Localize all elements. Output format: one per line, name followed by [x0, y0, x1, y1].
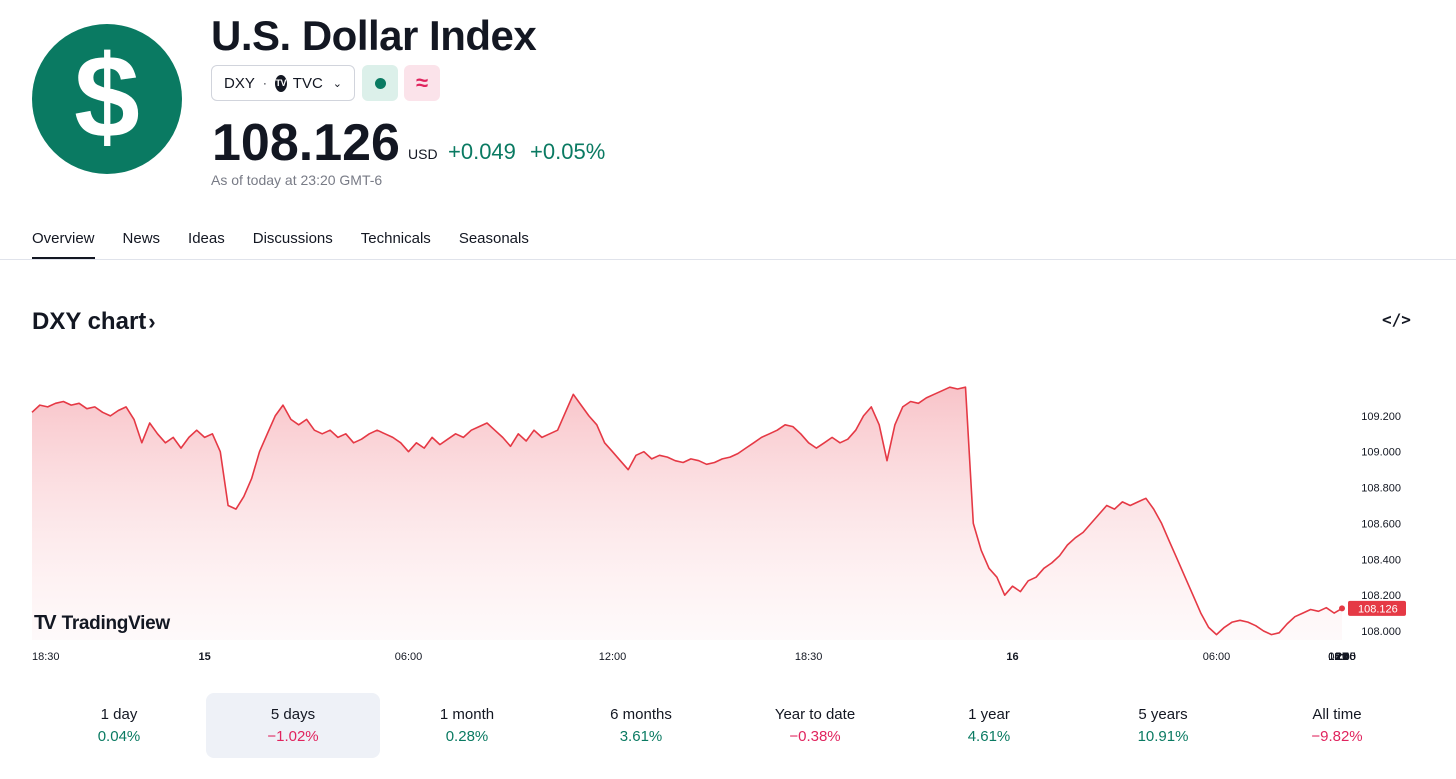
- period-label: 1 day: [100, 706, 138, 723]
- price-chart[interactable]: 109.200 109.000 108.800 108.600 108.400 108.2…: [0, 350, 1456, 670]
- y-axis: 109.200 109.000 108.800 108.600 108.400 108.2…: [1361, 411, 1401, 638]
- approx-icon: ≈: [415, 70, 429, 95]
- x-tick-label: 18:30: [32, 651, 60, 663]
- period-value: 4.61%: [967, 728, 1011, 745]
- x-tick-label: 12:00: [1328, 651, 1356, 663]
- tradingview-mini-icon: TV: [274, 74, 287, 92]
- period-5-years[interactable]: 5 years 10.91%: [1076, 693, 1250, 758]
- x-tick-label: 20: [1336, 651, 1348, 663]
- tradingview-logo-icon: TV: [34, 612, 56, 634]
- tradingview-wordmark: TradingView: [61, 612, 171, 634]
- x-tick-label: 06:00: [1328, 651, 1356, 663]
- as-of-timestamp: As of today at 23:20 GMT-6: [211, 172, 383, 188]
- y-tick-label: 108.600: [1361, 518, 1401, 530]
- exchange-label: TVC: [292, 74, 323, 92]
- tab-discussions[interactable]: Discussions: [252, 230, 333, 247]
- price-line: [31, 386, 1343, 636]
- change-percent: +0.05%: [530, 139, 606, 164]
- period-label: Year to date: [774, 706, 856, 723]
- x-tick-label: 18:45: [1328, 651, 1356, 663]
- period-value: 10.91%: [1137, 728, 1189, 745]
- chevron-down-icon: ⌄: [332, 77, 342, 90]
- tab-news[interactable]: News: [122, 230, 161, 247]
- period-value: −9.82%: [1311, 728, 1363, 745]
- market-open-dot-icon: [374, 77, 386, 89]
- x-tick-label: 16: [1006, 651, 1018, 663]
- period-1-day[interactable]: 1 day 0.04%: [32, 693, 206, 758]
- period-label: 1 year: [968, 706, 1010, 723]
- dxy-logo: $: [32, 24, 182, 174]
- period-label: 1 month: [439, 706, 495, 723]
- performance-periods: 1 day 0.04% 5 days −1.02% 1 month 0.28% …: [32, 693, 1424, 758]
- period-value: 0.28%: [445, 728, 489, 745]
- y-tick-label: 108.400: [1361, 554, 1401, 566]
- last-price-badge: 108.126: [1348, 600, 1406, 616]
- period-value: −0.38%: [789, 728, 841, 745]
- symbol-separator: ·: [262, 76, 267, 90]
- embed-code-icon[interactable]: </>: [1382, 310, 1411, 329]
- y-tick-label: 108.800: [1361, 483, 1401, 495]
- period-5-days[interactable]: 5 days −1.02%: [206, 693, 380, 758]
- last-price: 108.126: [212, 114, 400, 172]
- period-label: 5 days: [270, 706, 316, 723]
- period-label: 5 years: [1138, 706, 1188, 723]
- x-tick-label: 06:00: [1328, 651, 1356, 663]
- tradingview-brand[interactable]: TV TradingView: [34, 612, 170, 635]
- tab-overview[interactable]: Overview: [32, 230, 95, 260]
- price-change: +0.049 +0.05%: [448, 139, 611, 165]
- symbol-selector[interactable]: DXY · TV TVC ⌄: [211, 65, 355, 101]
- chart-title-text: DXY chart: [32, 308, 147, 335]
- period-all-time[interactable]: All time −9.82%: [1250, 693, 1424, 758]
- delayed-data-button[interactable]: ≈: [404, 65, 440, 101]
- tabs-divider: [0, 259, 1456, 260]
- x-tick-label: 17: [1336, 651, 1348, 663]
- period-1-month[interactable]: 1 month 0.28%: [380, 693, 554, 758]
- last-price-dot: [1339, 605, 1345, 612]
- period-label: 6 months: [610, 706, 672, 723]
- last-price-badge-text: 108.126: [1358, 603, 1398, 615]
- x-tick-label: 06:00: [395, 651, 423, 663]
- x-tick-label: 12:00: [1328, 651, 1356, 663]
- x-tick-label: 12:00: [599, 651, 627, 663]
- tab-ideas[interactable]: Ideas: [188, 230, 225, 247]
- x-tick-label: 06:00: [1203, 651, 1231, 663]
- tab-bar: Overview News Ideas Discussions Technica…: [32, 230, 529, 260]
- tab-seasonals[interactable]: Seasonals: [458, 230, 529, 247]
- y-tick-label: 109.000: [1361, 447, 1401, 459]
- change-absolute: +0.049: [448, 139, 516, 164]
- x-tick-label: 18:30: [795, 651, 823, 663]
- x-tick-label: 15: [198, 651, 210, 663]
- x-axis: 18:30 15 06:00 12:00 18:30 16 06:00 12:0018:451…: [32, 651, 1356, 663]
- period-value: 3.61%: [619, 728, 663, 745]
- page-title: U.S. Dollar Index: [211, 12, 537, 59]
- price-area: [32, 387, 1342, 640]
- period-value: 0.04%: [97, 728, 141, 745]
- x-tick-label: 18:45: [1328, 651, 1356, 663]
- symbol-label: DXY: [224, 74, 255, 92]
- y-tick-label: 108.000: [1361, 626, 1401, 638]
- y-tick-label: 109.200: [1361, 411, 1401, 423]
- period-6-months[interactable]: 6 months 3.61%: [554, 693, 728, 758]
- dollar-sign-icon: $: [74, 31, 140, 163]
- tab-technicals[interactable]: Technicals: [360, 230, 431, 247]
- market-status-button[interactable]: [362, 65, 398, 101]
- period-year-to-date[interactable]: Year to date −0.38%: [728, 693, 902, 758]
- chevron-right-icon: ›: [148, 309, 156, 334]
- period-value: −1.02%: [267, 728, 319, 745]
- period-1-year[interactable]: 1 year 4.61%: [902, 693, 1076, 758]
- period-label: All time: [1312, 706, 1362, 723]
- y-tick-label: 108.200: [1361, 590, 1401, 602]
- x-tick-label: 21: [1336, 651, 1348, 663]
- currency-label: USD: [408, 146, 438, 162]
- chart-title-link[interactable]: DXY chart›: [32, 308, 156, 336]
